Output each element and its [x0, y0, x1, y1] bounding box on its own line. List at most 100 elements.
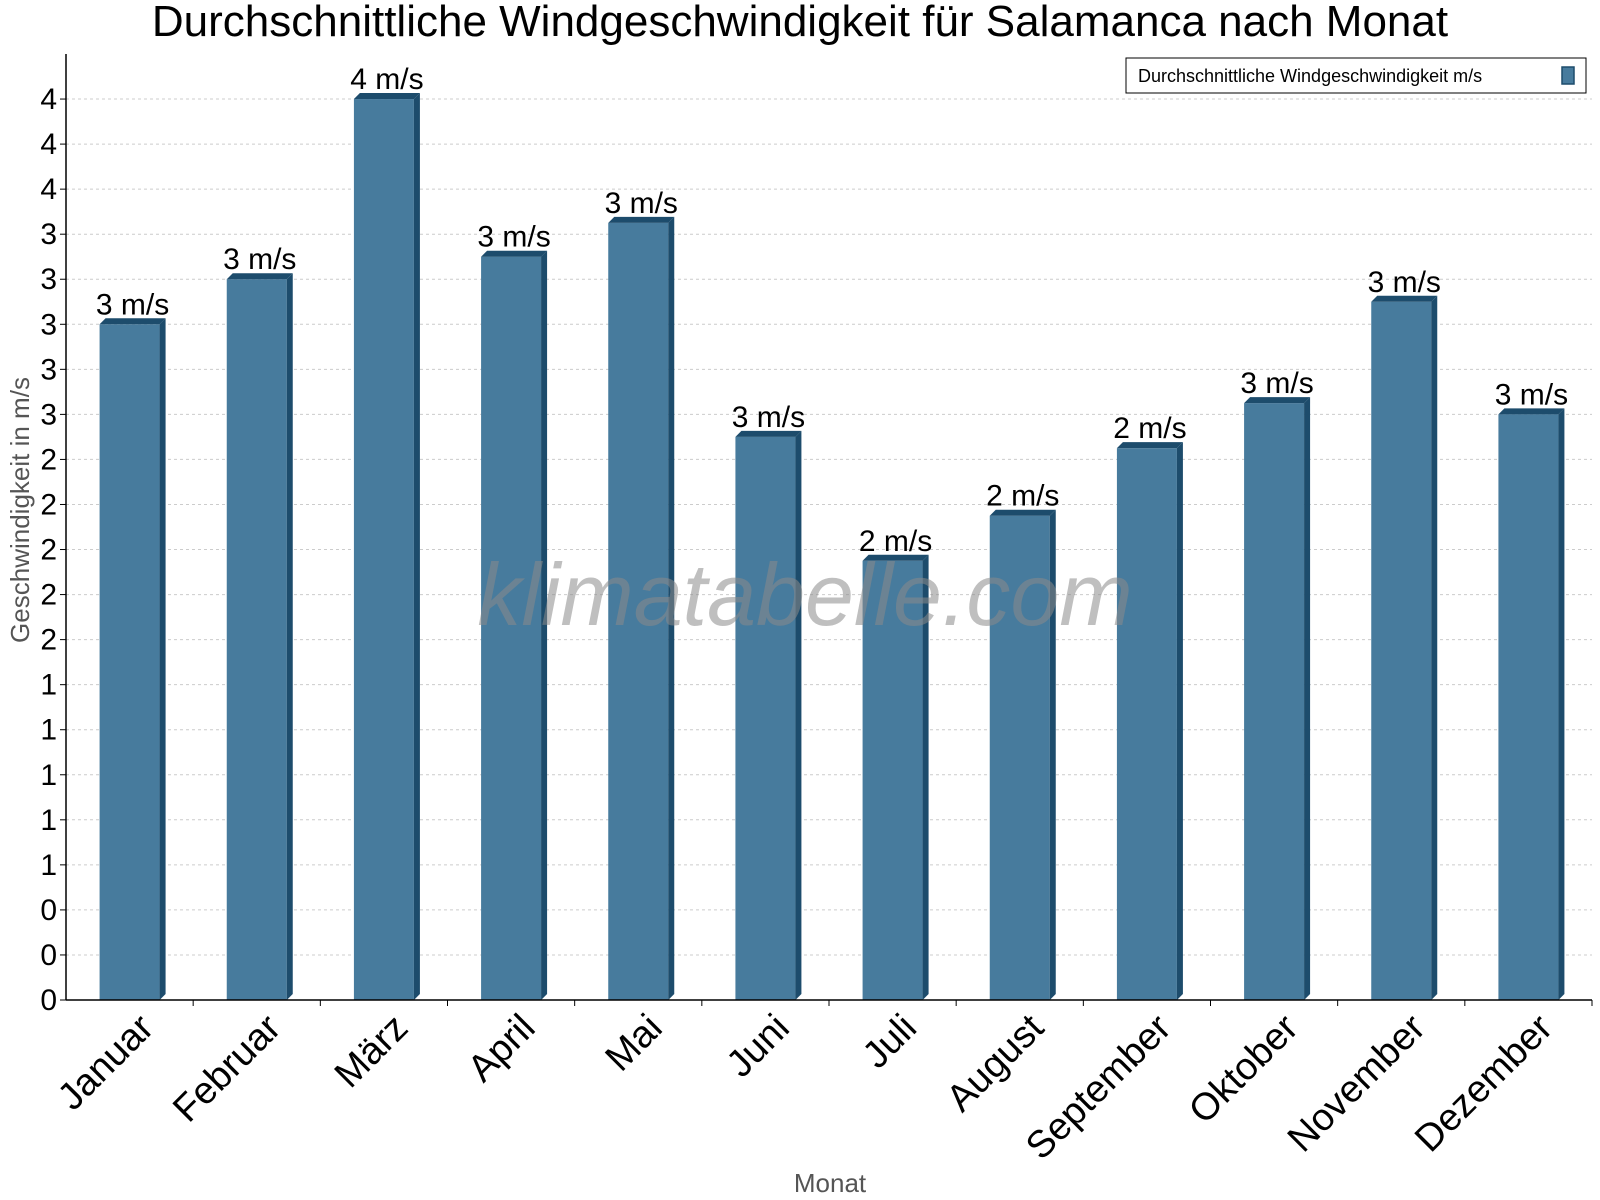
bar-1 [99, 318, 166, 1000]
bar-side [1049, 509, 1056, 1000]
legend-box [1125, 57, 1587, 94]
x-axis-ticks: Januar Februar März April Mai Juni Juli AugustS… [50, 1000, 1593, 1168]
y-tick-label: 1 [40, 804, 57, 837]
bar-side [668, 216, 675, 1000]
bar-4 [481, 250, 548, 1000]
bar-side [286, 273, 293, 1000]
bar-face [481, 256, 542, 1000]
bar-side [159, 318, 166, 1000]
bar-face [1371, 301, 1432, 1000]
y-tick-label: 1 [40, 669, 57, 702]
chart-title: Durchschnittliche Windgeschwindigkeit fü… [152, 0, 1448, 46]
bar-face [1116, 448, 1177, 1001]
bar-face [226, 279, 287, 1000]
bar-value-label: 3 m/s [1495, 378, 1568, 411]
legend-label: Durchschnittliche Windgeschwindigkeit m/… [1138, 66, 1482, 86]
bar-face [99, 324, 160, 1000]
bar-top [1244, 397, 1311, 404]
bar-top [226, 273, 293, 280]
x-tick-label: Dezember [1407, 1006, 1561, 1160]
y-tick-label: 3 [40, 308, 57, 341]
bar-value-label: 3 m/s [1368, 266, 1441, 299]
bar-side [1558, 408, 1565, 1000]
bar-8 [989, 509, 1056, 1000]
y-tick-label: 2 [40, 624, 57, 657]
y-axis-label: Geschwindigkeit in m/s [5, 377, 35, 643]
bar-face [608, 222, 669, 1000]
y-tick-label: 3 [40, 353, 57, 386]
y-tick-label: 3 [40, 263, 57, 296]
y-tick-label: 0 [40, 984, 57, 1017]
bar-side [413, 93, 420, 1001]
bar-face [735, 436, 796, 1000]
x-tick-label: Juni [719, 1007, 798, 1086]
bar-11 [1371, 295, 1438, 1000]
bar-7 [862, 554, 929, 1000]
y-tick-label: 4 [40, 83, 57, 116]
bar-6 [735, 430, 802, 1000]
y-tick-label: 2 [40, 579, 57, 612]
bar-top [608, 216, 675, 223]
bar-side [541, 250, 548, 1000]
y-tick-label: 2 [40, 443, 57, 476]
x-tick-label: Mai [598, 1007, 671, 1080]
bar-labels: 3 m/s 3 m/s 4 m/s 3 m/s 3 m/s 3 m/s 2 m/s 2 m/s… [96, 63, 1568, 558]
bars [99, 93, 1565, 1001]
bar-value-label: 3 m/s [605, 187, 678, 220]
bar-9 [1116, 442, 1183, 1001]
bar-side [795, 430, 802, 1000]
bar-face [353, 99, 414, 1001]
y-tick-label: 4 [40, 128, 57, 161]
bar-face [1244, 403, 1305, 1001]
y-tick-label: 0 [40, 939, 57, 972]
bar-12 [1498, 408, 1565, 1000]
bar-value-label: 3 m/s [223, 243, 296, 276]
bar-face [862, 560, 923, 1000]
y-axis-ticks: 0 0 0 1 1 1 1 1 2 2 2 2 2 3 3 3 3 3 4 4 4 [40, 83, 66, 1017]
bar-top [989, 509, 1056, 516]
bar-side [1176, 442, 1183, 1001]
y-tick-label: 3 [40, 398, 57, 431]
y-tick-label: 0 [40, 894, 57, 927]
watermark: klimatabelle.com [477, 545, 1132, 644]
y-tick-label: 1 [40, 759, 57, 792]
bar-value-label: 2 m/s [1113, 412, 1186, 445]
y-tick-label: 3 [40, 218, 57, 251]
bar-value-label: 2 m/s [859, 525, 932, 558]
x-axis-label: Monat [794, 1168, 867, 1198]
bar-top [481, 250, 548, 257]
bar-value-label: 3 m/s [96, 288, 169, 321]
x-tick-label: April [460, 1007, 543, 1090]
bar-2 [226, 273, 293, 1000]
bar-face [989, 515, 1050, 1000]
y-tick-label: 2 [40, 534, 57, 567]
bar-side [922, 554, 929, 1000]
x-tick-label: Januar [50, 1006, 162, 1118]
bar-value-label: 3 m/s [1240, 367, 1313, 400]
x-tick-label: Juli [855, 1007, 925, 1077]
bar-3 [353, 93, 420, 1001]
bar-top [353, 93, 420, 100]
bar-side [1431, 295, 1438, 1000]
legend-swatch [1561, 66, 1575, 85]
bar-5 [608, 216, 675, 1000]
bar-side [1304, 397, 1311, 1001]
legend: Durchschnittliche Windgeschwindigkeit m/… [1125, 57, 1587, 94]
x-tick-label: März [327, 1007, 416, 1096]
bar-value-label: 3 m/s [477, 221, 550, 254]
bar-value-label: 4 m/s [350, 63, 423, 96]
bar-value-label: 2 m/s [986, 480, 1059, 513]
y-tick-label: 4 [40, 173, 57, 206]
bar-10 [1244, 397, 1311, 1001]
bar-top [99, 318, 166, 325]
x-tick-label: Oktober [1181, 1006, 1307, 1132]
bar-top [862, 554, 929, 561]
x-tick-label: August [939, 1006, 1053, 1120]
bar-top [1371, 295, 1438, 302]
bar-value-label: 3 m/s [732, 401, 805, 434]
y-tick-label: 2 [40, 488, 57, 521]
bar-top [735, 430, 802, 437]
x-tick-label: Februar [165, 1006, 289, 1130]
bar-face [1498, 414, 1559, 1000]
